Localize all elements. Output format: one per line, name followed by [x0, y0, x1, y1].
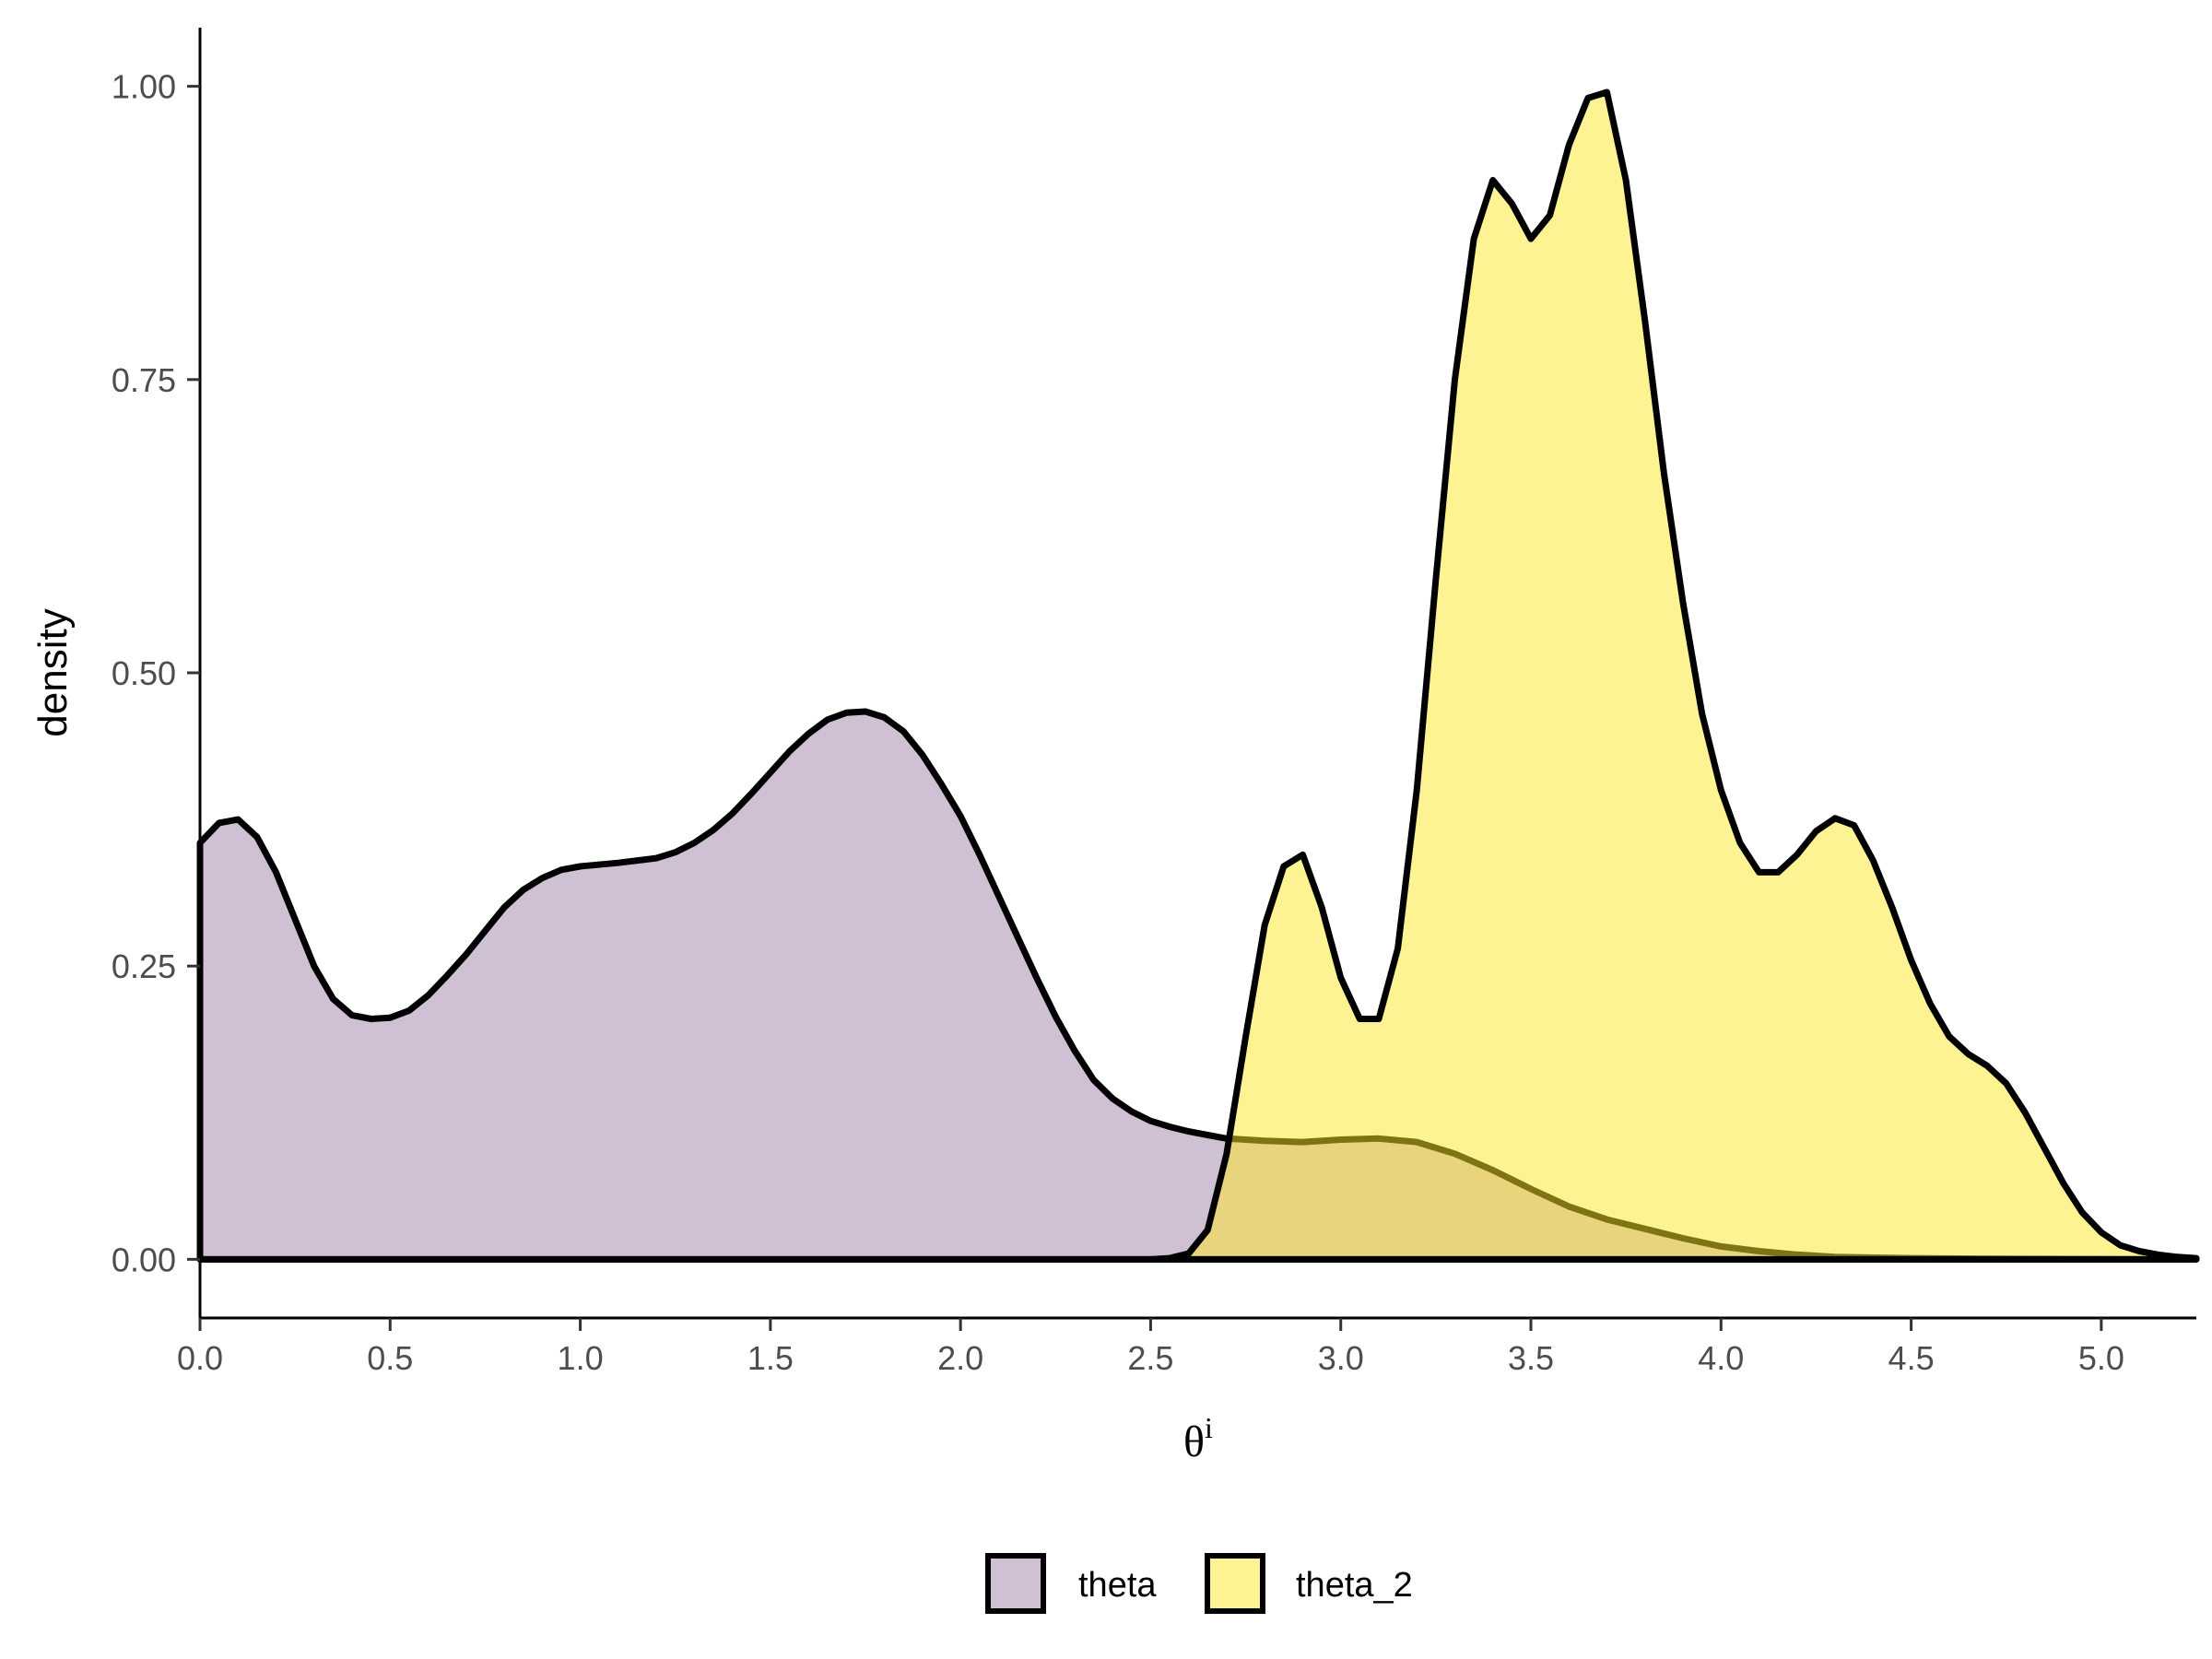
legend-label-theta: theta: [1078, 1566, 1157, 1605]
y-axis-title: density: [30, 608, 76, 736]
y-tick-label: 0.50: [112, 654, 176, 692]
y-tick-label: 0.00: [112, 1241, 176, 1278]
x-tick-label: 5.0: [2078, 1339, 2124, 1377]
x-tick-label: 2.5: [1127, 1339, 1173, 1377]
x-axis-title-base: θ: [1183, 1418, 1205, 1466]
x-tick-label: 1.0: [558, 1339, 604, 1377]
area-theta-2: [196, 88, 2200, 1263]
y-tick-label: 0.75: [112, 361, 176, 399]
y-tick-label: 0.25: [112, 947, 176, 985]
density-areas: [196, 88, 2200, 1263]
x-tick-label: 3.0: [1318, 1339, 1364, 1377]
x-ticks: 0.0 0.5 1.0 1.5 2.0 2.5 3.0 3.5 4.0 4.5 5.0: [177, 1318, 2124, 1377]
x-tick-label: 4.5: [1888, 1339, 1935, 1377]
x-tick-label: 0.0: [177, 1339, 223, 1377]
y-ticks: 0.00 0.25 0.50 0.75 1.00: [112, 68, 200, 1278]
x-tick-label: 1.5: [747, 1339, 794, 1377]
x-axis-title-superscript: i: [1205, 1411, 1213, 1444]
x-axis-title: θi: [1183, 1411, 1213, 1466]
x-tick-label: 0.5: [367, 1339, 413, 1377]
x-tick-label: 3.5: [1508, 1339, 1554, 1377]
legend-key-theta-2: [1205, 1553, 1265, 1614]
legend: theta theta_2: [985, 1553, 1413, 1614]
y-tick-label: 1.00: [112, 68, 176, 106]
x-tick-label: 2.0: [937, 1339, 983, 1377]
legend-key-theta: [985, 1553, 1046, 1614]
legend-label-theta-2: theta_2: [1296, 1566, 1413, 1605]
x-tick-label: 4.0: [1698, 1339, 1744, 1377]
